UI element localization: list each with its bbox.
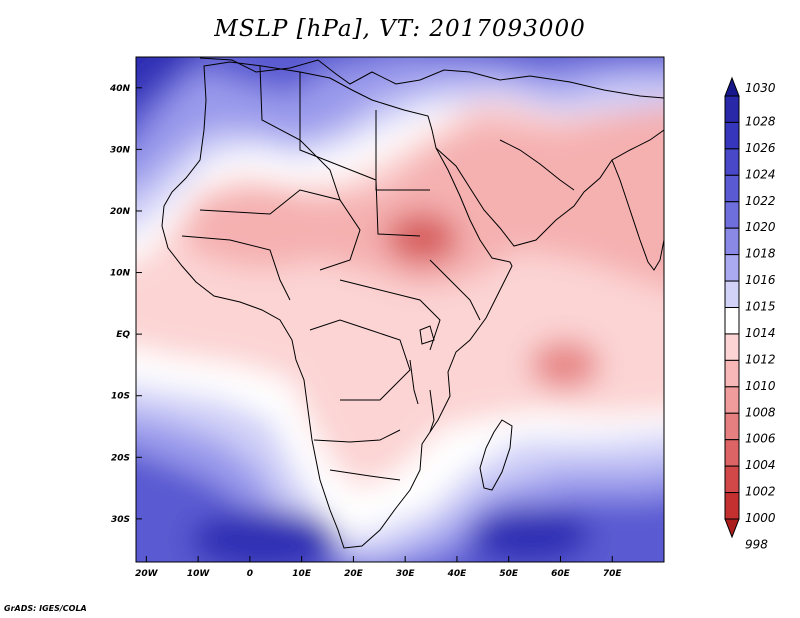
colorbar-label: 1006 — [745, 432, 776, 446]
pressure-field — [136, 57, 664, 562]
colorbar-swatch — [724, 201, 740, 229]
lat-tick-label: 10S — [111, 392, 130, 402]
lon-tick-label: 10E — [292, 569, 312, 579]
africa-coastline — [161, 61, 513, 549]
colorbar-swatch — [724, 333, 740, 361]
colorbar-swatch — [724, 254, 740, 282]
lon-tick-label: 40E — [447, 569, 468, 579]
field-south-deep-blue-1 — [190, 510, 340, 562]
colorbar-label: 1022 — [745, 194, 776, 208]
colorbar-swatch — [724, 412, 740, 441]
madagascar-coastline — [479, 419, 513, 491]
colorbar-label: 1004 — [745, 458, 776, 472]
field-red-sahara-arabia — [180, 106, 664, 290]
colorbar-swatch — [724, 121, 740, 150]
southern-africa-border-2 — [329, 469, 401, 481]
sahel-border — [199, 189, 361, 271]
colorbar-swatch — [724, 95, 740, 123]
lat-tick-label: 30S — [111, 515, 130, 525]
congo-border — [309, 319, 411, 401]
colorbar-label: 1002 — [745, 485, 776, 499]
colorbar-label: 1012 — [745, 352, 776, 366]
colorbar-swatch — [724, 280, 740, 308]
colorbar-bottom-triangle — [724, 518, 740, 539]
colorbar-swatch — [724, 174, 740, 203]
lon-tick-label: 70E — [603, 569, 623, 579]
colorbar-label: 1000 — [745, 511, 776, 525]
east-africa-border — [429, 259, 481, 321]
lon-tick-label: 50E — [499, 569, 519, 579]
colorbar-label: 1010 — [745, 379, 776, 393]
lon-tick-label: 60E — [551, 569, 571, 579]
lat-tick-label: EQ — [116, 330, 130, 340]
colorbar-label: 1014 — [745, 326, 776, 340]
field-white-band-south — [136, 347, 664, 540]
field-north-blue — [136, 57, 664, 142]
lake-tanganyika — [409, 359, 419, 405]
india-coastline — [611, 159, 664, 271]
colorbar-label: 1015 — [745, 300, 776, 314]
colorbar-label: 1008 — [745, 405, 776, 419]
lon-tick-label: 0 — [247, 569, 253, 579]
arabia-coastline — [435, 129, 664, 247]
colorbar-swatch — [724, 227, 740, 256]
colorbar-swatch — [724, 307, 740, 335]
lat-tick-label: 30N — [110, 145, 131, 155]
lon-tick-label: 30E — [396, 569, 416, 579]
southern-africa-border-1 — [313, 429, 401, 443]
coastlines-borders — [161, 57, 664, 549]
colorbar-top-triangle — [724, 76, 740, 97]
colorbar-label: 998 — [745, 537, 768, 551]
lon-tick-label: 20E — [344, 569, 364, 579]
colorbar-swatch — [724, 439, 740, 467]
lon-tick-label: 20W — [135, 569, 159, 579]
field-red-indian-ocean — [530, 340, 600, 390]
latitude-axis: 40N 30N 20N 10N EQ 10S 20S 30S — [109, 84, 142, 525]
field-north-light-blue — [136, 57, 664, 191]
field-south-deep-blue-2 — [470, 507, 590, 562]
colorbar-swatch — [724, 148, 740, 176]
europe-coastline — [199, 57, 664, 99]
lake-victoria — [419, 325, 435, 345]
grads-credit: GrADS: IGES/COLA — [4, 604, 87, 613]
west-africa-border — [181, 235, 291, 301]
lake-malawi — [429, 389, 435, 433]
lat-tick-label: 40N — [109, 84, 131, 94]
colorbar-label: 1026 — [745, 141, 776, 155]
longitude-axis: 20W 10W 0 10E 20E 30E 40E 50E 60E 70E — [135, 556, 622, 579]
lat-tick-label: 20N — [110, 207, 131, 217]
lat-tick-label: 10N — [110, 269, 131, 279]
gulf-coastline — [499, 139, 575, 191]
colorbar-label: 1018 — [745, 247, 776, 261]
colorbar-label: 1024 — [745, 167, 776, 181]
colorbar: 1030 1028 1026 1024 1022 1020 1018 1016 1015 1014… — [724, 76, 776, 551]
colorbar-label: 1016 — [745, 273, 776, 287]
lon-tick-label: 10W — [187, 569, 211, 579]
colorbar-label: 1028 — [745, 114, 776, 128]
plot-frame — [135, 56, 665, 563]
field-white-band-north — [136, 105, 470, 261]
colorbar-label: 1030 — [745, 81, 776, 95]
egypt-libya-border — [375, 110, 430, 191]
field-dark-red-sudan — [385, 210, 460, 265]
lat-tick-label: 20S — [111, 453, 130, 463]
central-africa-border — [339, 279, 441, 351]
field-north-deep-blue — [136, 57, 191, 104]
colorbar-swatch — [724, 386, 740, 414]
colorbar-swatch — [724, 359, 740, 388]
colorbar-swatch — [724, 492, 740, 520]
colorbar-swatch — [724, 465, 740, 494]
chart-title: MSLP [hPa], VT: 2017093000 — [214, 16, 586, 42]
colorbar-label: 1020 — [745, 220, 776, 234]
